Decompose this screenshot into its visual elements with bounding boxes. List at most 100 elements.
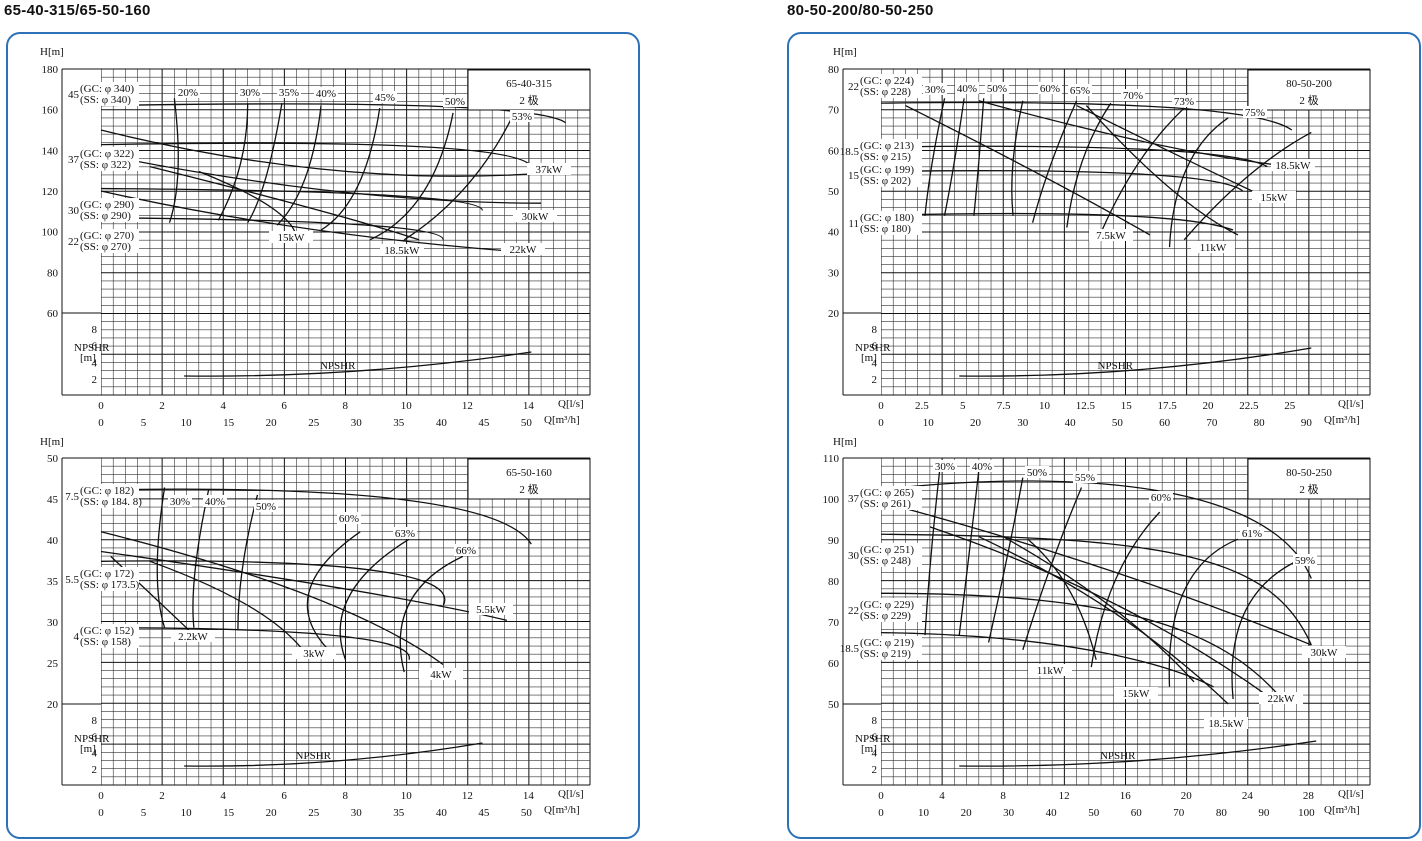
power-curve <box>1002 536 1195 683</box>
efficiency-curve <box>237 494 259 631</box>
efficiency-curve <box>1168 538 1239 687</box>
title-box <box>467 458 591 500</box>
efficiency-label-bg <box>277 86 301 98</box>
power-label: 11kW <box>1037 665 1064 677</box>
efficiency-label: 50% <box>256 501 276 513</box>
npsh-tick-label: 8 <box>92 324 98 336</box>
power-label: 7.5kW <box>1096 230 1126 242</box>
y-tick-label: 80 <box>47 267 59 279</box>
impeller-ss: (SS: φ 215) <box>860 151 911 163</box>
power-label-bg <box>1271 159 1315 171</box>
efficiency-label: 30% <box>925 84 945 96</box>
y-axis-label: H[m] <box>40 46 64 58</box>
power-label: 15kW <box>1123 688 1151 700</box>
head-curve <box>880 632 1214 688</box>
efficiency-label-bg <box>923 83 947 95</box>
head-curve <box>100 187 484 211</box>
x-tick-label: 8 <box>342 790 348 802</box>
x2-tick-label: 100 <box>1298 807 1315 819</box>
power-curve <box>900 506 1312 646</box>
chart-subtitle: 2 极 <box>1299 93 1318 107</box>
x2-tick-label: 25 <box>308 807 320 819</box>
x2-axis-label: Q[m³/h] <box>544 414 580 426</box>
power-curve <box>1085 105 1239 236</box>
impeller-gc: (GC: φ 182) <box>80 485 134 497</box>
y-axis-label: H[m] <box>833 46 857 58</box>
chart-title: 80-50-250 <box>1286 467 1332 479</box>
y-tick-label: 50 <box>828 186 840 198</box>
impeller-ss: (SS: φ 322) <box>80 159 131 171</box>
efficiency-label: 55% <box>1075 472 1095 484</box>
x2-tick-label: 80 <box>1216 807 1228 819</box>
x2-tick-label: 45 <box>478 807 490 819</box>
impeller-label-bg <box>844 543 922 567</box>
efficiency-label: 59% <box>1295 555 1315 567</box>
power-curve <box>149 165 420 241</box>
impeller-gc: (GC: φ 180) <box>860 212 914 224</box>
power-label: 22kW <box>1268 693 1296 705</box>
efficiency-label-bg <box>1293 554 1317 566</box>
impeller-gc: (GC: φ 199) <box>860 164 914 176</box>
efficiency-curve <box>168 98 179 223</box>
x2-axis-label: Q[m³/h] <box>544 804 580 816</box>
power-curve <box>978 536 1229 705</box>
x2-tick-label: 90 <box>1258 807 1270 819</box>
impeller-power: 37 <box>848 493 860 505</box>
impeller-ss: (SS: φ 229) <box>860 610 911 622</box>
power-label-bg <box>501 243 545 255</box>
impeller-gc: (GC: φ 290) <box>80 199 134 211</box>
y-tick-label: 140 <box>42 145 59 157</box>
y-tick-label: 20 <box>828 308 840 320</box>
x2-tick-label: 0 <box>878 807 884 819</box>
impeller-label-bg <box>844 211 922 235</box>
x2-tick-label: 10 <box>923 417 935 429</box>
efficiency-label: 53% <box>512 111 532 123</box>
power-curve <box>905 105 1151 236</box>
power-curve <box>149 560 307 656</box>
power-label: 11kW <box>1200 242 1227 254</box>
npsh-tick-label: 8 <box>92 715 98 727</box>
power-label: 15kW <box>278 232 306 244</box>
y-tick-label: 20 <box>47 699 59 711</box>
impeller-label-bg <box>65 147 139 171</box>
x-tick-label: 4 <box>939 790 945 802</box>
x2-tick-label: 5 <box>141 417 147 429</box>
header-right: 80-50-200/80-50-250 <box>787 2 934 19</box>
power-curve <box>100 531 444 666</box>
power-label-bg <box>513 210 557 222</box>
impeller-gc: (GC: φ 340) <box>80 83 134 95</box>
efficiency-curve <box>276 105 322 226</box>
npsh-tick-label: 8 <box>872 324 878 336</box>
x2-tick-label: 10 <box>918 807 930 819</box>
x2-tick-label: 50 <box>1088 807 1100 819</box>
x2-tick-label: 35 <box>393 417 405 429</box>
impeller-ss: (SS: φ 228) <box>860 86 911 98</box>
y-tick-label: 70 <box>828 617 840 629</box>
y-tick-label: 60 <box>828 145 840 157</box>
impeller-label-bg <box>844 598 922 622</box>
efficiency-label: 65% <box>1070 85 1090 97</box>
y-tick-label: 70 <box>828 105 840 117</box>
x2-tick-label: 10 <box>181 417 193 429</box>
y-tick-label: 180 <box>42 64 59 76</box>
x2-tick-label: 0 <box>878 417 884 429</box>
x2-tick-label: 50 <box>1112 417 1124 429</box>
efficiency-label-bg <box>454 544 478 556</box>
x-tick-label: 4 <box>220 400 226 412</box>
impeller-gc: (GC: φ 172) <box>80 568 134 580</box>
x-tick-label: 28 <box>1303 790 1315 802</box>
power-label-bg <box>1028 664 1072 676</box>
impeller-power: 22 <box>848 605 859 617</box>
impeller-ss: (SS: φ 340) <box>80 94 131 106</box>
x-tick-label: 20 <box>1203 400 1215 412</box>
npsh-curve <box>959 740 1317 767</box>
x2-tick-label: 10 <box>181 807 193 819</box>
efficiency-curve <box>403 117 513 241</box>
impeller-gc: (GC: φ 251) <box>860 544 914 556</box>
x-tick-label: 8 <box>342 400 348 412</box>
efficiency-curve <box>306 531 361 653</box>
efficiency-label: 30% <box>240 87 260 99</box>
efficiency-label-bg <box>168 495 192 507</box>
efficiency-label: 30% <box>170 496 190 508</box>
impeller-label-bg <box>65 198 139 222</box>
